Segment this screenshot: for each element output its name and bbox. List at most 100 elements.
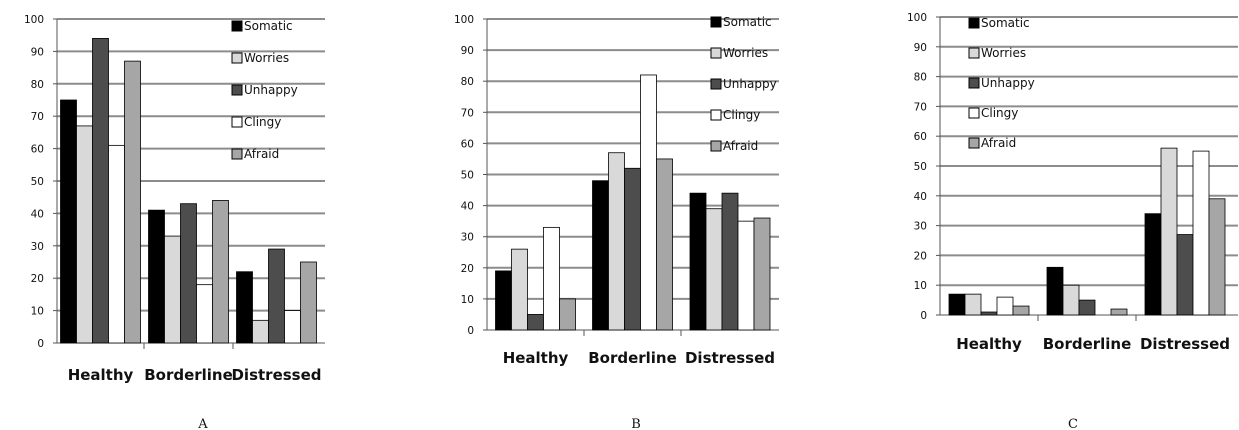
- chart-panel-b: 0 10 20 30 40 50 60 70 80 90 100 Healthy Borderline D…: [454, 14, 779, 430]
- y-tick-label: 40: [31, 208, 44, 220]
- legend-label: Unhappy: [723, 77, 777, 91]
- y-tick-label: 0: [920, 310, 927, 322]
- y-tick-label: 10: [914, 280, 927, 292]
- y-tick-label: 10: [31, 306, 44, 318]
- bar-clingy: [996, 296, 1014, 316]
- y-tick-label: 30: [914, 221, 927, 233]
- legend-swatch-somatic: [968, 17, 980, 29]
- legend-swatch-somatic: [710, 16, 722, 28]
- y-tick-label: 20: [461, 263, 474, 275]
- y-tick-label: 40: [914, 191, 927, 203]
- bar-worries: [164, 235, 181, 344]
- legend-swatch-afraid: [231, 148, 243, 160]
- legend: Somatic Worries Unhappy Clingy Afraid: [231, 19, 298, 161]
- x-category-label: Healthy: [68, 366, 134, 384]
- legend-label: Somatic: [981, 16, 1030, 30]
- y-tick-label: 80: [31, 79, 44, 91]
- bar-worries: [511, 248, 528, 331]
- legend-swatch-worries: [710, 47, 722, 59]
- legend-label: Unhappy: [244, 83, 298, 97]
- y-tick-label: 50: [461, 170, 474, 182]
- bar-clingy: [737, 220, 755, 331]
- y-tick-label: 100: [907, 12, 927, 24]
- x-category-label: Borderline: [144, 366, 233, 384]
- legend-swatch-clingy: [968, 107, 980, 119]
- y-tick-label: 0: [467, 325, 474, 337]
- bar-unhappy: [527, 314, 544, 331]
- y-tick-label: 70: [31, 111, 44, 123]
- bar-afraid: [1208, 198, 1226, 316]
- bar-clingy: [543, 226, 560, 331]
- legend-label: Worries: [723, 46, 768, 60]
- legend-swatch-worries: [968, 47, 980, 59]
- y-tick-label: 0: [37, 338, 44, 350]
- legend-label: Unhappy: [981, 76, 1035, 90]
- y-tick-label: 90: [31, 46, 44, 58]
- x-category-label: Distressed: [1140, 335, 1230, 353]
- bar-unhappy: [624, 167, 641, 331]
- bar-afraid: [124, 60, 141, 344]
- chart-panel-a: 0 10 20 30 40 50 60 70 80 90 100 Healthy BorderlineD…: [24, 14, 325, 430]
- panel-label: C: [1068, 417, 1078, 430]
- y-tick-label: 50: [914, 161, 927, 173]
- y-tick-label: 50: [31, 176, 44, 188]
- y-tick-label: 100: [454, 14, 474, 26]
- bar-afraid: [1110, 308, 1128, 316]
- bar-clingy: [640, 74, 657, 331]
- bar-worries: [1062, 284, 1080, 316]
- panel-label: B: [631, 417, 641, 430]
- legend-swatch-worries: [231, 52, 243, 64]
- bar-afraid: [656, 158, 673, 331]
- legend-swatch-clingy: [231, 116, 243, 128]
- bar-somatic: [948, 293, 966, 316]
- legend-swatch-unhappy: [710, 78, 722, 90]
- bar-unhappy: [180, 203, 197, 344]
- chart-panel-c: 0 10 20 30 40 50 60 70 80 90 100 Healthy Borderline D…: [907, 12, 1238, 430]
- x-category-label: Healthy: [956, 335, 1022, 353]
- bar-worries: [76, 125, 93, 344]
- legend-label: Somatic: [723, 15, 772, 29]
- bar-afraid: [300, 261, 317, 344]
- legend-swatch-afraid: [710, 140, 722, 152]
- y-tick-label: 70: [914, 101, 927, 113]
- legend-label: Somatic: [244, 19, 293, 33]
- y-tick-label: 70: [461, 107, 474, 119]
- legend-label: Afraid: [981, 136, 1016, 150]
- bar-worries: [1160, 147, 1178, 316]
- legend-label: Clingy: [981, 106, 1018, 120]
- bar-afraid: [753, 217, 771, 331]
- bar-somatic: [495, 270, 512, 331]
- bar-worries: [608, 152, 625, 331]
- y-tick-label: 30: [461, 232, 474, 244]
- legend: Somatic Worries Unhappy Clingy Afraid: [968, 16, 1035, 150]
- bar-unhappy: [721, 192, 739, 331]
- y-tick-label: 60: [31, 144, 44, 156]
- legend-swatch-unhappy: [968, 77, 980, 89]
- y-tick-label: 20: [31, 273, 44, 285]
- x-category-label: Distressed: [685, 349, 775, 367]
- bar-somatic: [689, 192, 707, 331]
- bar-afraid: [559, 298, 576, 331]
- y-tick-label: 80: [914, 72, 927, 84]
- bar-worries: [705, 208, 723, 331]
- legend-label: Clingy: [244, 115, 281, 129]
- x-category-label: Borderline: [588, 349, 677, 367]
- legend-label: Worries: [244, 51, 289, 65]
- bar-somatic: [148, 209, 165, 344]
- bar-clingy: [284, 310, 301, 344]
- legend-label: Worries: [981, 46, 1026, 60]
- bar-somatic: [1046, 266, 1064, 316]
- bar-clingy: [108, 144, 125, 344]
- y-tick-label: 90: [914, 42, 927, 54]
- legend-swatch-afraid: [968, 137, 980, 149]
- legend-label: Afraid: [723, 139, 758, 153]
- y-tick-label: 60: [461, 138, 474, 150]
- bar-somatic: [60, 99, 77, 344]
- bar-unhappy: [1078, 299, 1096, 316]
- bar-somatic: [592, 180, 609, 331]
- bar-clingy: [1192, 150, 1210, 316]
- bar-somatic: [1144, 213, 1162, 316]
- y-tick-label: 90: [461, 45, 474, 57]
- y-tick-label: 60: [914, 131, 927, 143]
